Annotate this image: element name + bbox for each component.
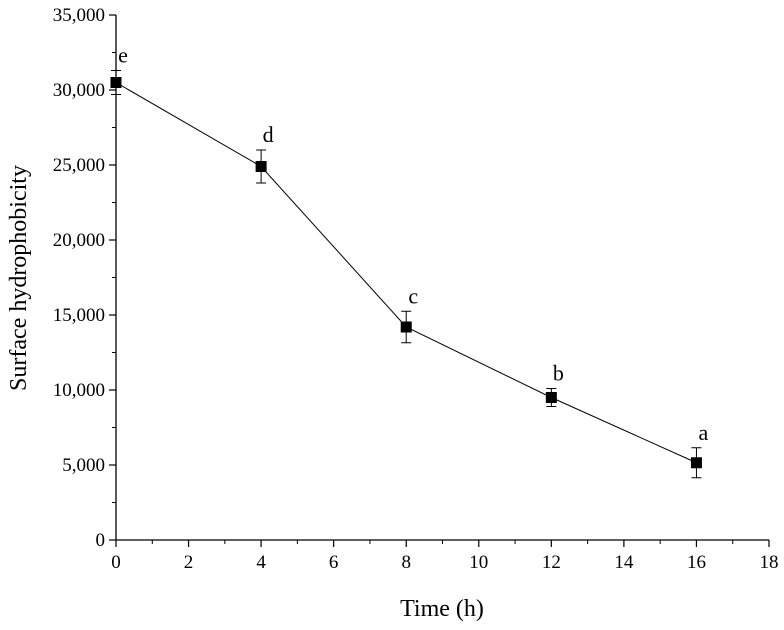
x-tick-label: 16 <box>687 552 706 573</box>
data-point <box>110 77 122 88</box>
x-tick-label: 8 <box>401 552 411 573</box>
y-tick-label: 15,000 <box>53 305 105 326</box>
series-line <box>115 82 697 464</box>
data-point <box>255 161 267 172</box>
y-ticks: 0 5,000 10,000 15,000 20,000 25,000 30,000 35,0… <box>53 5 116 551</box>
y-tick-label: 25,000 <box>53 155 105 176</box>
y-tick-label: 30,000 <box>53 80 105 101</box>
significance-label: a <box>699 420 709 445</box>
data-point <box>545 392 557 403</box>
y-tick-label: 0 <box>96 530 106 551</box>
x-tick-label: 4 <box>256 552 266 573</box>
significance-label: e <box>118 43 128 68</box>
x-tick-label: 18 <box>760 552 779 573</box>
x-tick-label: 2 <box>184 552 194 573</box>
x-tick-label: 6 <box>329 552 339 573</box>
y-tick-label: 10,000 <box>53 380 105 401</box>
axes <box>115 15 769 541</box>
significance-label: d <box>263 122 274 147</box>
y-axis-title: Surface hydrophobicity <box>6 165 32 391</box>
x-ticks: 0 2 4 6 8 10 12 14 16 18 <box>111 540 779 573</box>
data-point <box>690 457 702 469</box>
y-tick-label: 35,000 <box>53 5 105 26</box>
x-tick-label: 0 <box>111 552 121 573</box>
x-axis-title: Time (h) <box>400 596 484 622</box>
x-tick-label: 12 <box>542 552 561 573</box>
y-tick-label: 5,000 <box>62 455 105 476</box>
x-tick-label: 10 <box>469 552 488 573</box>
significance-label: b <box>553 361 564 386</box>
significance-label: c <box>408 283 418 308</box>
series: e d c b a <box>110 43 709 479</box>
data-point <box>400 321 412 333</box>
y-tick-label: 20,000 <box>53 230 105 251</box>
x-tick-label: 14 <box>614 552 634 573</box>
